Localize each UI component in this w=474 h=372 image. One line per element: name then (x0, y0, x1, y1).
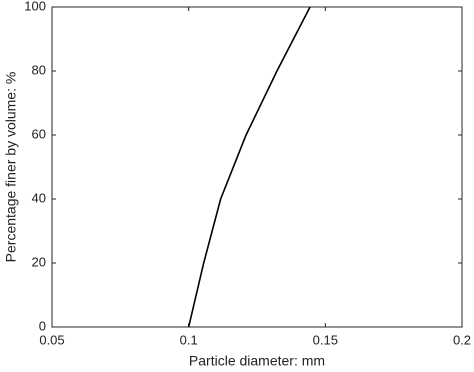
y-tick-label: 60 (32, 126, 46, 141)
x-axis-title: Particle diameter: mm (189, 353, 325, 369)
y-tick-label: 80 (32, 62, 46, 77)
x-tick-label: 0.1 (180, 332, 198, 347)
x-tick-label: 0.2 (453, 332, 471, 347)
y-tick-label: 20 (32, 254, 46, 269)
x-tick-label: 0.05 (39, 332, 64, 347)
data-line (187, 6, 311, 328)
y-tick-label: 0 (39, 318, 46, 333)
x-tick-label: 0.15 (313, 332, 338, 347)
plot-frame (51, 6, 463, 328)
y-tick-label: 40 (32, 190, 46, 205)
y-axis-title: Percentage finer by volume: % (3, 72, 19, 263)
y-tick-label: 100 (24, 0, 46, 13)
